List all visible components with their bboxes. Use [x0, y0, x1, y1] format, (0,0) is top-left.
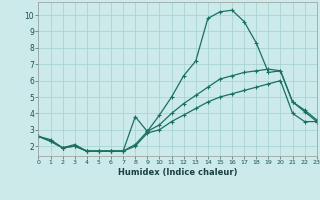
X-axis label: Humidex (Indice chaleur): Humidex (Indice chaleur) [118, 168, 237, 177]
